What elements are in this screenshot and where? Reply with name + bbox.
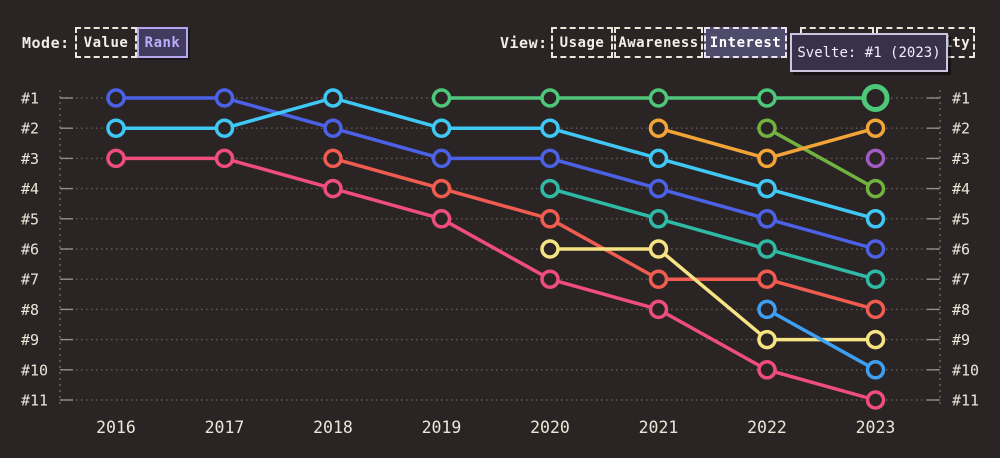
data-point-light-blue[interactable] — [865, 360, 886, 380]
data-point-magenta[interactable] — [757, 360, 777, 380]
rank-label-right: #11 — [952, 392, 979, 410]
rank-label-right: #2 — [952, 120, 970, 138]
data-point-magenta[interactable] — [431, 209, 452, 229]
rank-label-right: #7 — [952, 271, 970, 289]
series-line-light-blue — [765, 307, 878, 372]
data-point-yellow[interactable] — [757, 329, 777, 350]
data-point-cyan[interactable] — [214, 118, 235, 138]
data-point-blue[interactable] — [431, 148, 452, 169]
rank-label-left: #6 — [21, 241, 39, 259]
rank-label-right: #10 — [952, 361, 979, 379]
data-point-blue[interactable] — [323, 118, 343, 138]
rank-label-left: #8 — [21, 301, 39, 319]
data-point-salmon[interactable] — [648, 269, 669, 289]
data-point-blue[interactable] — [214, 88, 235, 108]
data-point-purple[interactable] — [865, 148, 886, 169]
data-point-magenta[interactable] — [214, 148, 235, 169]
data-point-Svelte[interactable] — [757, 88, 777, 108]
data-point-olive-green[interactable] — [865, 178, 886, 199]
year-label: 2016 — [96, 418, 136, 437]
year-label: 2023 — [856, 418, 896, 437]
year-label: 2020 — [530, 418, 570, 437]
rank-label-left: #11 — [21, 392, 48, 410]
data-point-salmon[interactable] — [540, 209, 560, 229]
rank-label-left: #1 — [21, 90, 39, 108]
view-label: View: — [500, 34, 548, 52]
data-point-salmon[interactable] — [865, 299, 886, 320]
data-point-blue[interactable] — [540, 148, 560, 169]
data-point-Svelte[interactable] — [431, 88, 452, 108]
mode-option-value[interactable]: Value — [75, 27, 137, 58]
rank-label-right: #1 — [952, 90, 970, 108]
year-label: 2021 — [639, 418, 679, 437]
data-point-teal[interactable] — [757, 239, 777, 259]
data-point-orange[interactable] — [757, 148, 777, 169]
data-point-yellow[interactable] — [648, 239, 669, 259]
rank-label-right: #8 — [952, 301, 970, 319]
data-point-orange[interactable] — [865, 118, 886, 138]
data-point-blue[interactable] — [648, 178, 669, 199]
tooltip-text: Svelte: #1 (2023) — [797, 44, 941, 61]
series-line-blue — [114, 96, 878, 251]
view-option-usage[interactable]: Usage — [551, 27, 613, 58]
data-point-salmon[interactable] — [757, 269, 777, 289]
series-line-cyan — [114, 96, 878, 221]
data-point-magenta[interactable] — [648, 299, 669, 320]
data-point-blue[interactable] — [106, 88, 126, 108]
rank-label-right: #4 — [952, 180, 970, 198]
data-point-Svelte[interactable] — [540, 88, 560, 108]
rank-label-right: #9 — [952, 331, 970, 349]
data-point-cyan[interactable] — [865, 209, 886, 229]
rank-label-right: #6 — [952, 241, 970, 259]
data-point-cyan[interactable] — [648, 148, 669, 169]
mode-label: Mode: — [22, 34, 70, 52]
data-point-teal[interactable] — [865, 269, 886, 289]
year-label: 2022 — [747, 418, 787, 437]
series-line-olive-green — [765, 126, 878, 191]
rank-label-left: #2 — [21, 120, 39, 138]
data-point-blue[interactable] — [757, 209, 777, 229]
rank-label-left: #5 — [21, 210, 39, 228]
data-point-teal[interactable] — [540, 178, 560, 199]
data-point-cyan[interactable] — [757, 178, 777, 199]
rank-label-right: #5 — [952, 210, 970, 228]
rank-label-left: #10 — [21, 361, 48, 379]
data-point-Svelte[interactable] — [861, 84, 890, 112]
data-point-salmon[interactable] — [431, 178, 452, 199]
view-option-awareness[interactable]: Awareness — [614, 27, 703, 58]
data-point-magenta[interactable] — [865, 390, 886, 410]
data-point-blue[interactable] — [865, 239, 886, 259]
rank-label-left: #9 — [21, 331, 39, 349]
tooltip: Svelte: #1 (2023) — [790, 33, 948, 72]
data-point-magenta[interactable] — [106, 148, 126, 169]
rank-label-left: #4 — [21, 180, 39, 198]
data-point-magenta[interactable] — [323, 178, 343, 199]
data-point-yellow[interactable] — [540, 239, 560, 259]
rank-label-left: #7 — [21, 271, 39, 289]
series-line-teal — [548, 186, 878, 281]
data-point-light-blue[interactable] — [757, 299, 777, 320]
year-label: 2019 — [422, 418, 462, 437]
data-point-cyan[interactable] — [540, 118, 560, 138]
data-point-Svelte[interactable] — [648, 88, 669, 108]
data-point-teal[interactable] — [648, 209, 669, 229]
data-point-cyan[interactable] — [323, 88, 343, 108]
data-point-cyan[interactable] — [431, 118, 452, 138]
year-label: 2017 — [205, 418, 245, 437]
data-point-cyan[interactable] — [106, 118, 126, 138]
rank-label-right: #3 — [952, 150, 970, 168]
data-point-orange[interactable] — [648, 118, 669, 138]
series-line-salmon — [331, 156, 878, 312]
series-line-magenta — [114, 156, 878, 402]
year-label: 2018 — [313, 418, 353, 437]
view-option-interest[interactable]: Interest — [704, 27, 787, 58]
data-point-yellow[interactable] — [865, 329, 886, 350]
data-point-magenta[interactable] — [540, 269, 560, 289]
mode-option-rank[interactable]: Rank — [137, 27, 188, 58]
data-point-salmon[interactable] — [323, 148, 343, 169]
data-point-olive-green[interactable] — [757, 118, 777, 138]
rank-label-left: #3 — [21, 150, 39, 168]
